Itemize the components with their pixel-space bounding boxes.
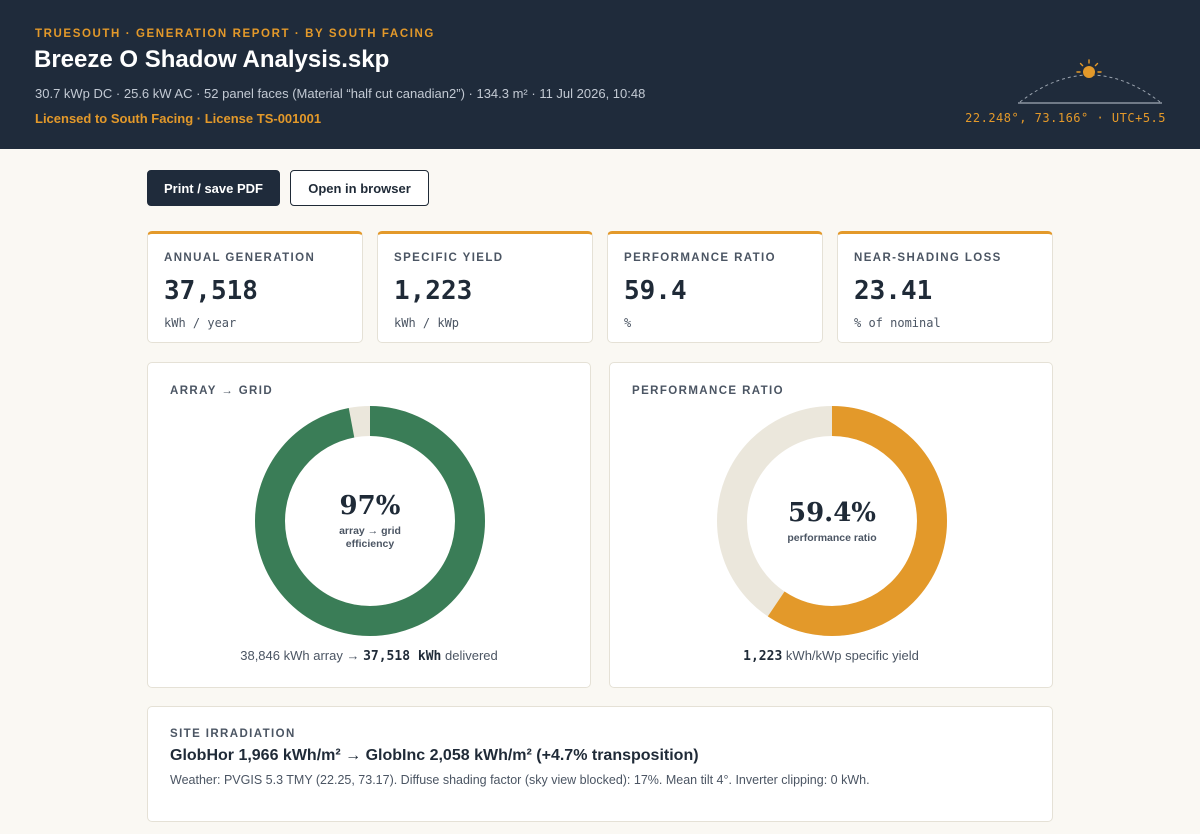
delivered-suffix: delivered [444,648,498,663]
system-summary: 30.7 kWp DC · 25.6 kW AC · 52 panel face… [35,86,646,101]
kpi-value: 37,518 [164,276,258,306]
delivered-energy: 37,518 kWh [363,649,442,664]
array-energy: 38,846 kWh array → [240,648,360,663]
kpi-near-shading-loss: NEAR-SHADING LOSS 23.41 % of nominal [837,231,1053,343]
kpi-value: 59.4 [624,276,687,306]
page-title: Breeze O Shadow Analysis.skp [34,46,390,73]
kpi-unit: % [624,316,632,330]
performance-ratio-donut [717,406,947,636]
donut-arc-efficiency [255,406,485,636]
specific-yield-suffix: kWh/kWp specific yield [785,648,919,663]
sun-arc-icon [1018,59,1162,104]
open-in-browser-button[interactable]: Open in browser [290,170,429,206]
performance-ratio-card: PERFORMANCE RATIO 59.4% performance rati… [609,362,1053,688]
kpi-value: 23.41 [854,276,933,306]
array-grid-footer: 38,846 kWh array → 37,518 kWh delivered [148,648,590,664]
specific-yield-value: 1,223 [743,649,783,664]
irradiation-detail: Weather: PVGIS 5.3 TMY (22.25, 73.17). D… [170,773,870,787]
performance-footer: 1,223 kWh/kWp specific yield [610,648,1052,664]
kpi-value: 1,223 [394,276,473,306]
kpi-unit: kWh / kWp [394,316,460,330]
kpi-label: PERFORMANCE RATIO [624,252,777,264]
kpi-label: SPECIFIC YIELD [394,252,504,264]
print-save-pdf-button[interactable]: Print / save PDF [147,170,280,206]
kpi-unit: % of nominal [854,316,941,330]
card-label: SITE IRRADIATION [170,728,296,740]
irradiation-headline: GlobHor 1,966 kWh/m² → GlobInc 2,058 kWh… [170,747,699,764]
donut-arc-ratio [717,406,947,636]
kpi-unit: kWh / year [164,316,237,330]
kpi-specific-yield: SPECIFIC YIELD 1,223 kWh / kWp [377,231,593,343]
card-label: ARRAY → GRID [170,385,274,397]
array-grid-card: ARRAY → GRID 97% array → grid efficiency… [147,362,591,688]
donut-value: 59.4% [787,497,877,528]
card-label: PERFORMANCE RATIO [632,385,785,397]
report-header: TRUESOUTH · GENERATION REPORT · BY SOUTH… [0,0,1200,149]
kpi-annual-generation: ANNUAL GENERATION 37,518 kWh / year [147,231,363,343]
site-coordinates: 22.248°, 73.166° · UTC+5.5 [965,111,1166,125]
report-eyebrow: TRUESOUTH · GENERATION REPORT · BY SOUTH… [35,28,435,40]
array-grid-donut [255,406,485,636]
license-info: Licensed to South Facing · License TS-00… [35,111,322,126]
donut-caption: performance ratio [787,531,877,544]
kpi-label: ANNUAL GENERATION [164,252,316,264]
kpi-label: NEAR-SHADING LOSS [854,252,1002,264]
donut-value: 97% [339,491,401,521]
kpi-performance-ratio: PERFORMANCE RATIO 59.4 % [607,231,823,343]
donut-caption: array → grid efficiency [339,525,401,550]
site-irradiation-card: SITE IRRADIATION GlobHor 1,966 kWh/m² → … [147,706,1053,822]
